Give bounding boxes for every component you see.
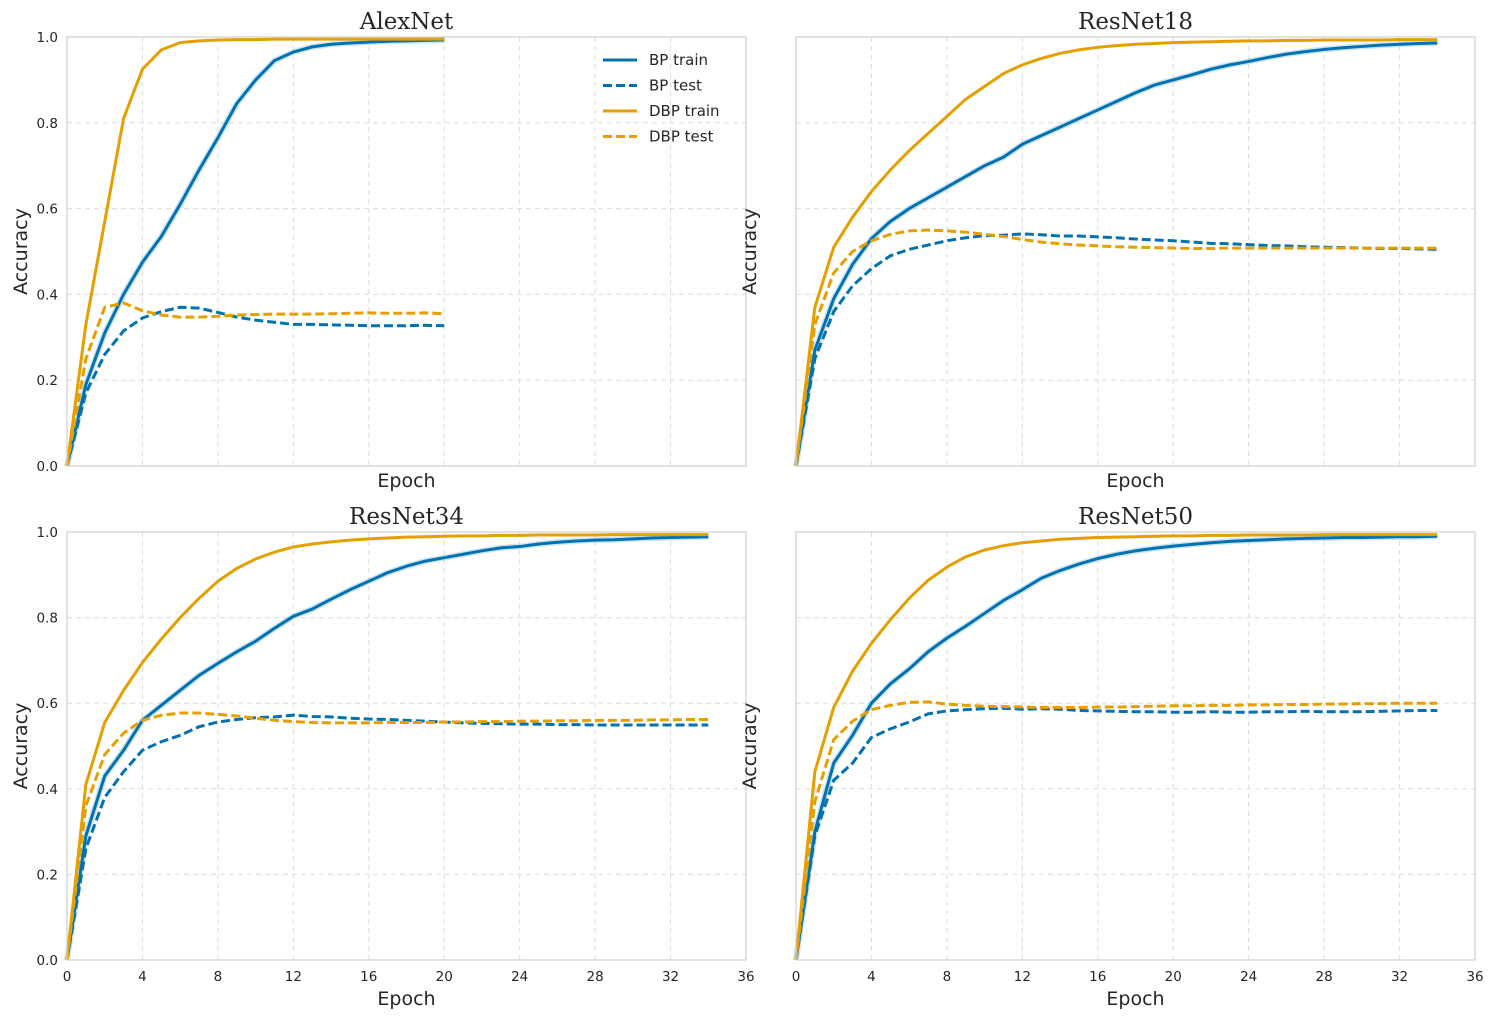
legend-label: DBP train (649, 102, 720, 120)
y-axis-label: Accuracy (739, 703, 761, 790)
panel-resnet50: ResNet50 0 4 8 12 16 20 24 28 32 36 Epoch Accuracy (739, 504, 1484, 1010)
plot-frame (66, 531, 747, 961)
series-bp-train (65, 38, 445, 467)
series-dbp-test (794, 700, 1438, 961)
x-tick-label: 8 (943, 969, 952, 985)
series-bp-test (794, 706, 1438, 961)
y-axis-label: Accuracy (10, 208, 32, 295)
series-dbp-train (65, 533, 709, 961)
x-tick-label: 32 (662, 969, 679, 985)
panel-alexnet: AlexNet 0.0 0.2 0.4 0.6 0.8 1.0 Epoch Accuracy BP… (10, 9, 747, 492)
x-axis-label: Epoch (1106, 988, 1164, 1010)
plot-frame (66, 36, 747, 467)
y-tick-label: 0.8 (37, 116, 58, 132)
y-tick-label: 0.2 (37, 867, 58, 883)
x-axis-label: Epoch (377, 988, 435, 1010)
panel-title: ResNet34 (349, 504, 464, 530)
x-tick-label: 24 (1240, 969, 1257, 985)
y-axis-label: Accuracy (739, 208, 761, 295)
legend-label: DBP test (649, 128, 714, 146)
x-tick-label: 36 (1466, 969, 1483, 985)
series-dbp-test (65, 711, 709, 961)
y-tick-label: 0.4 (37, 287, 58, 303)
panel-resnet18: ResNet18 Epoch Accuracy (739, 9, 1476, 492)
x-axis-label: Epoch (377, 470, 435, 492)
panel-title: ResNet50 (1078, 504, 1193, 530)
y-tick-label: 0.4 (37, 782, 58, 798)
y-axis-label: Accuracy (10, 703, 32, 790)
legend: BP train BP test DBP train DBP test (603, 51, 720, 146)
y-tick-label: 0.6 (37, 202, 58, 218)
x-tick-label: 12 (1014, 969, 1031, 985)
x-tick-label: 20 (1165, 969, 1182, 985)
y-tick-label: 0.8 (37, 611, 58, 627)
x-tick-label: 8 (214, 969, 223, 985)
panel-title: ResNet18 (1078, 9, 1193, 35)
x-tick-label: 20 (436, 969, 453, 985)
x-tick-label: 12 (285, 969, 302, 985)
x-tick-label: 28 (1316, 969, 1333, 985)
plot-area (796, 532, 1475, 960)
x-tick-label: 4 (867, 969, 876, 985)
plot-area (796, 37, 1475, 466)
y-tick-label: 0.2 (37, 373, 58, 389)
y-tick-label: 0.0 (37, 953, 58, 969)
series-bp-train (794, 534, 1438, 961)
series-bp-test (65, 305, 445, 467)
plot-area (67, 37, 746, 466)
series-dbp-train (65, 37, 445, 467)
plot-area (67, 532, 746, 960)
y-tick-label: 0.6 (37, 696, 58, 712)
x-tick-label: 0 (792, 969, 801, 985)
plot-frame (795, 531, 1476, 961)
legend-label: BP test (649, 77, 702, 95)
y-tick-label: 1.0 (37, 30, 58, 46)
x-tick-label: 16 (360, 969, 377, 985)
x-tick-label: 4 (138, 969, 147, 985)
panel-title: AlexNet (359, 9, 454, 35)
x-axis-label: Epoch (1106, 470, 1164, 492)
panel-resnet34: ResNet34 0.0 0.2 0.4 0.6 0.8 1.0 0 4 8 12 16 20 24 28 3… (10, 504, 755, 1010)
x-tick-label: 36 (737, 969, 754, 985)
legend-label: BP train (649, 51, 708, 69)
x-tick-label: 0 (63, 969, 72, 985)
y-tick-label: 1.0 (37, 525, 58, 541)
series-dbp-train (794, 38, 1438, 467)
series-bp-train (65, 535, 709, 961)
x-tick-label: 28 (587, 969, 604, 985)
series-dbp-test (794, 228, 1438, 467)
series-bp-train (794, 41, 1438, 467)
series-bp-test (65, 713, 709, 961)
y-tick-label: 0.0 (37, 459, 58, 475)
x-tick-label: 32 (1391, 969, 1408, 985)
series-dbp-train (794, 533, 1438, 961)
x-tick-label: 24 (511, 969, 528, 985)
plot-frame (795, 36, 1476, 467)
x-tick-label: 16 (1089, 969, 1106, 985)
series-dbp-test (65, 301, 445, 467)
